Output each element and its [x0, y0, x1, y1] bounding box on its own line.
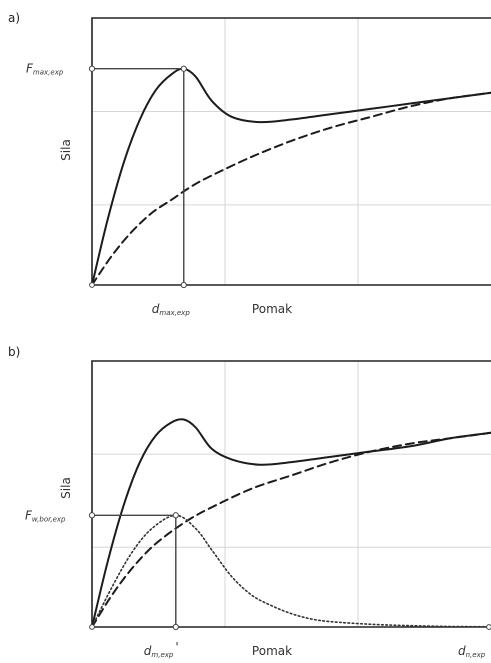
series-dashed-line: [91, 91, 491, 286]
y-marker-symbol: F: [25, 508, 33, 522]
y-marker-label: Fw,bor,exp: [25, 508, 66, 523]
plot-frame: [91, 17, 491, 286]
marker-point: [88, 512, 96, 519]
origin-point: [89, 282, 95, 288]
plot-frame: [91, 360, 491, 628]
series-dotted-line: [91, 514, 491, 628]
series-solid-line: [91, 67, 491, 286]
y-marker-subscript: max,exp: [33, 69, 64, 77]
x-marker-symbol: d: [144, 644, 152, 658]
x-marker-label: dmax,exp: [152, 302, 191, 317]
marker-point: [172, 512, 179, 519]
x-marker-prime: ': [175, 640, 178, 654]
marker-point: [486, 624, 491, 630]
marker-point: [180, 281, 187, 289]
series-solid-line: [91, 418, 491, 628]
y-marker-symbol: F: [26, 62, 34, 76]
y-axis-title: Sila: [59, 139, 73, 161]
x-axis-title: Pomak: [252, 644, 292, 658]
marker-point: [88, 65, 96, 72]
x-marker-label: dm,exp': [144, 640, 179, 659]
x-end-marker-label: dn,exp: [458, 644, 486, 659]
x-marker-symbol: d: [152, 302, 160, 316]
marker-point: [172, 623, 179, 631]
x-end-marker-symbol: d: [458, 644, 466, 658]
origin-point: [89, 624, 95, 630]
y-marker-label: Fmax,exp: [26, 62, 64, 77]
panel-label: b): [8, 345, 20, 359]
marker-point: [180, 65, 187, 72]
x-marker-subscript: m,exp: [151, 651, 173, 659]
x-axis-title: Pomak: [252, 302, 292, 316]
x-marker-subscript: max,exp: [159, 309, 190, 317]
y-marker-subscript: w,bor,exp: [32, 515, 66, 523]
series-dashed-line: [91, 431, 491, 628]
panel-label: a): [8, 11, 20, 25]
y-axis-title: Sila: [59, 477, 73, 499]
x-end-marker-subscript: n,exp: [466, 651, 486, 659]
